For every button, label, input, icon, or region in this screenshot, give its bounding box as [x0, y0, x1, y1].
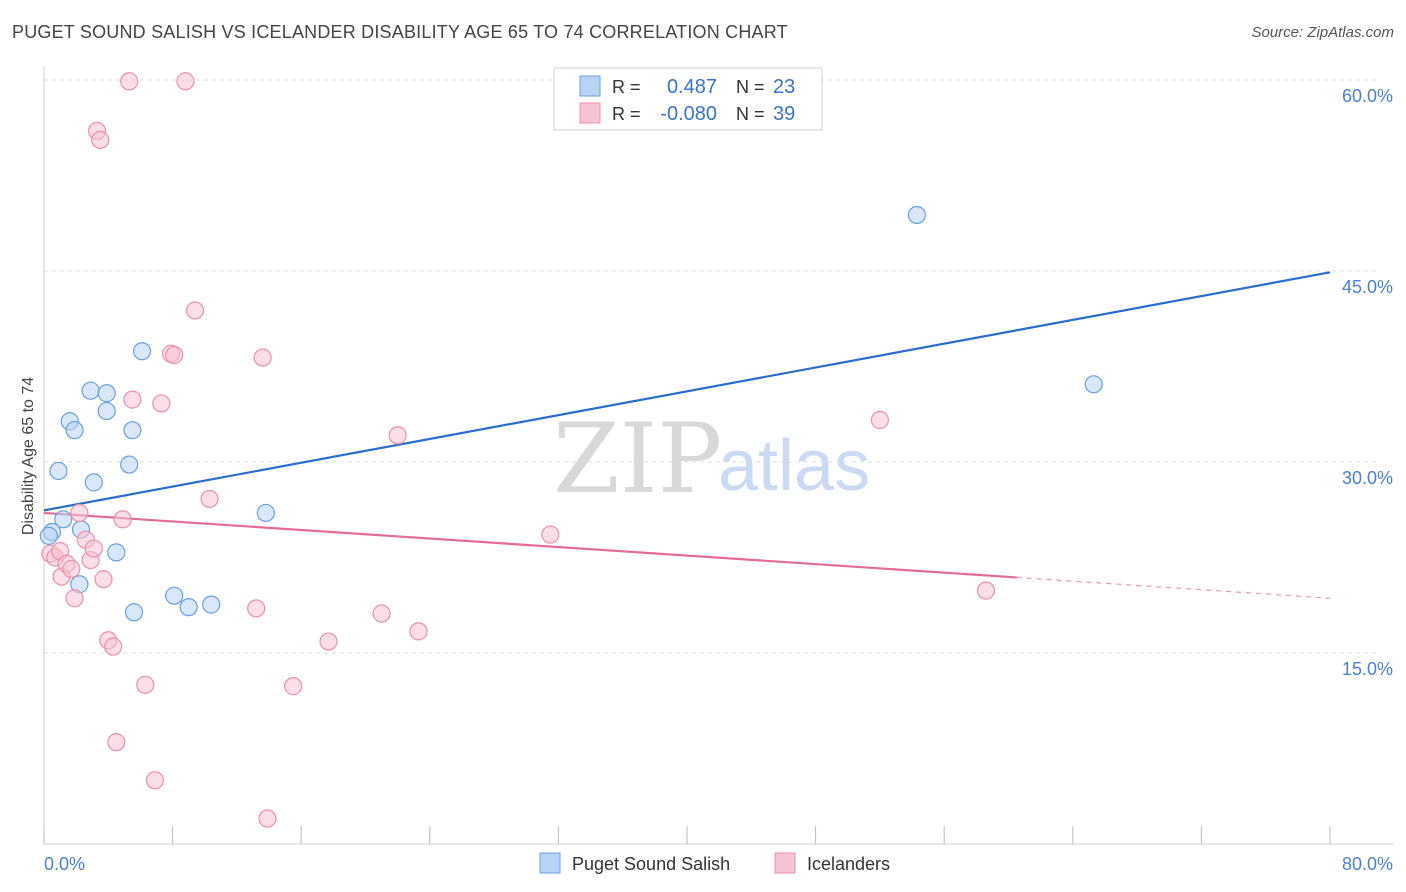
- point-pink: [120, 72, 139, 91]
- tick-labels: 15.0% 30.0% 45.0% 60.0% 0.0% 80.0%: [44, 86, 1393, 874]
- stats-blue-r-value: 0.487: [667, 76, 717, 98]
- chart-title: PUGET SOUND SALISH VS ICELANDER DISABILI…: [12, 22, 788, 42]
- point-pink: [253, 348, 272, 367]
- point-pink: [541, 525, 560, 544]
- trend-line-pink: [43, 511, 1017, 579]
- point-blue: [49, 461, 68, 481]
- x-tick-label-max: 80.0%: [1342, 854, 1393, 874]
- y-tick-label: 45.0%: [1342, 277, 1393, 297]
- x-tick-label-min: 0.0%: [44, 854, 85, 874]
- legend-pink-swatch: [774, 852, 796, 874]
- y-axis-title: Disability Age 65 to 74: [20, 377, 37, 535]
- point-blue: [124, 603, 144, 622]
- point-blue: [179, 598, 198, 617]
- data-points: [39, 72, 1103, 828]
- point-blue: [132, 342, 152, 361]
- stats-blue-n-label: N =: [736, 77, 765, 97]
- stats-blue-r-label: R =: [612, 77, 641, 97]
- watermark-atlas: atlas: [718, 426, 870, 506]
- point-blue: [107, 543, 126, 562]
- point-blue: [1084, 375, 1103, 394]
- point-pink: [870, 410, 890, 430]
- legend-blue-label: Puget Sound Salish: [572, 854, 730, 874]
- gridlines: [44, 79, 1380, 654]
- point-pink: [186, 301, 205, 320]
- point-pink: [62, 559, 81, 579]
- point-pink: [104, 637, 123, 656]
- point-pink: [107, 733, 126, 752]
- point-pink: [123, 390, 142, 409]
- point-pink: [319, 632, 338, 651]
- point-pink: [70, 503, 89, 523]
- point-pink: [372, 604, 391, 623]
- y-tick-label: 15.0%: [1342, 659, 1393, 679]
- stats-pink-n-value: 39: [773, 103, 795, 125]
- point-blue: [256, 503, 275, 523]
- trend-line-blue: [43, 271, 1331, 512]
- point-blue: [165, 586, 184, 605]
- point-pink: [976, 581, 996, 600]
- point-pink: [258, 809, 277, 828]
- y-tick-label: 60.0%: [1342, 86, 1393, 106]
- stats-blue-swatch: [579, 75, 601, 97]
- point-pink: [247, 599, 266, 618]
- stats-pink-r-label: R =: [612, 104, 641, 124]
- point-pink: [176, 72, 195, 91]
- watermark-zip: ZIP: [553, 403, 722, 515]
- trend-line-ext-pink: [1016, 576, 1331, 599]
- point-blue: [39, 526, 58, 545]
- point-blue: [97, 384, 116, 403]
- point-pink: [84, 539, 103, 558]
- point-pink: [113, 510, 132, 529]
- point-pink: [200, 489, 219, 509]
- source-credit: Source: ZipAtlas.com: [1251, 24, 1394, 41]
- stats-blue-n-value: 23: [773, 76, 795, 98]
- point-blue: [907, 205, 926, 225]
- point-blue: [120, 455, 139, 474]
- stats-pink-n-label: N =: [736, 104, 765, 124]
- trend-lines: [43, 271, 1331, 599]
- point-pink: [65, 589, 84, 608]
- point-pink: [136, 675, 155, 694]
- stats-legend-box: R = 0.487 N = 23 R = -0.080 N = 39: [553, 67, 823, 131]
- point-pink: [409, 622, 428, 641]
- point-pink: [145, 771, 165, 790]
- watermark: ZIP atlas: [553, 403, 870, 515]
- point-pink: [91, 130, 110, 149]
- stats-pink-swatch: [579, 102, 601, 124]
- point-pink: [284, 677, 303, 696]
- point-blue: [65, 421, 84, 440]
- point-blue: [123, 421, 142, 440]
- legend-blue-swatch: [539, 852, 561, 874]
- point-blue: [81, 381, 100, 400]
- legend-pink-label: Icelanders: [807, 854, 890, 874]
- point-pink: [388, 426, 407, 445]
- axes: [43, 66, 1394, 845]
- bottom-legend: Puget Sound Salish Icelanders: [539, 852, 890, 874]
- stats-pink-r-value: -0.080: [660, 103, 717, 125]
- point-blue: [54, 510, 73, 529]
- y-tick-label: 30.0%: [1342, 468, 1393, 488]
- point-blue: [84, 473, 103, 492]
- point-pink: [94, 570, 113, 589]
- point-pink: [152, 394, 171, 413]
- point-pink: [165, 345, 184, 365]
- point-blue: [97, 401, 116, 421]
- point-blue: [202, 595, 221, 614]
